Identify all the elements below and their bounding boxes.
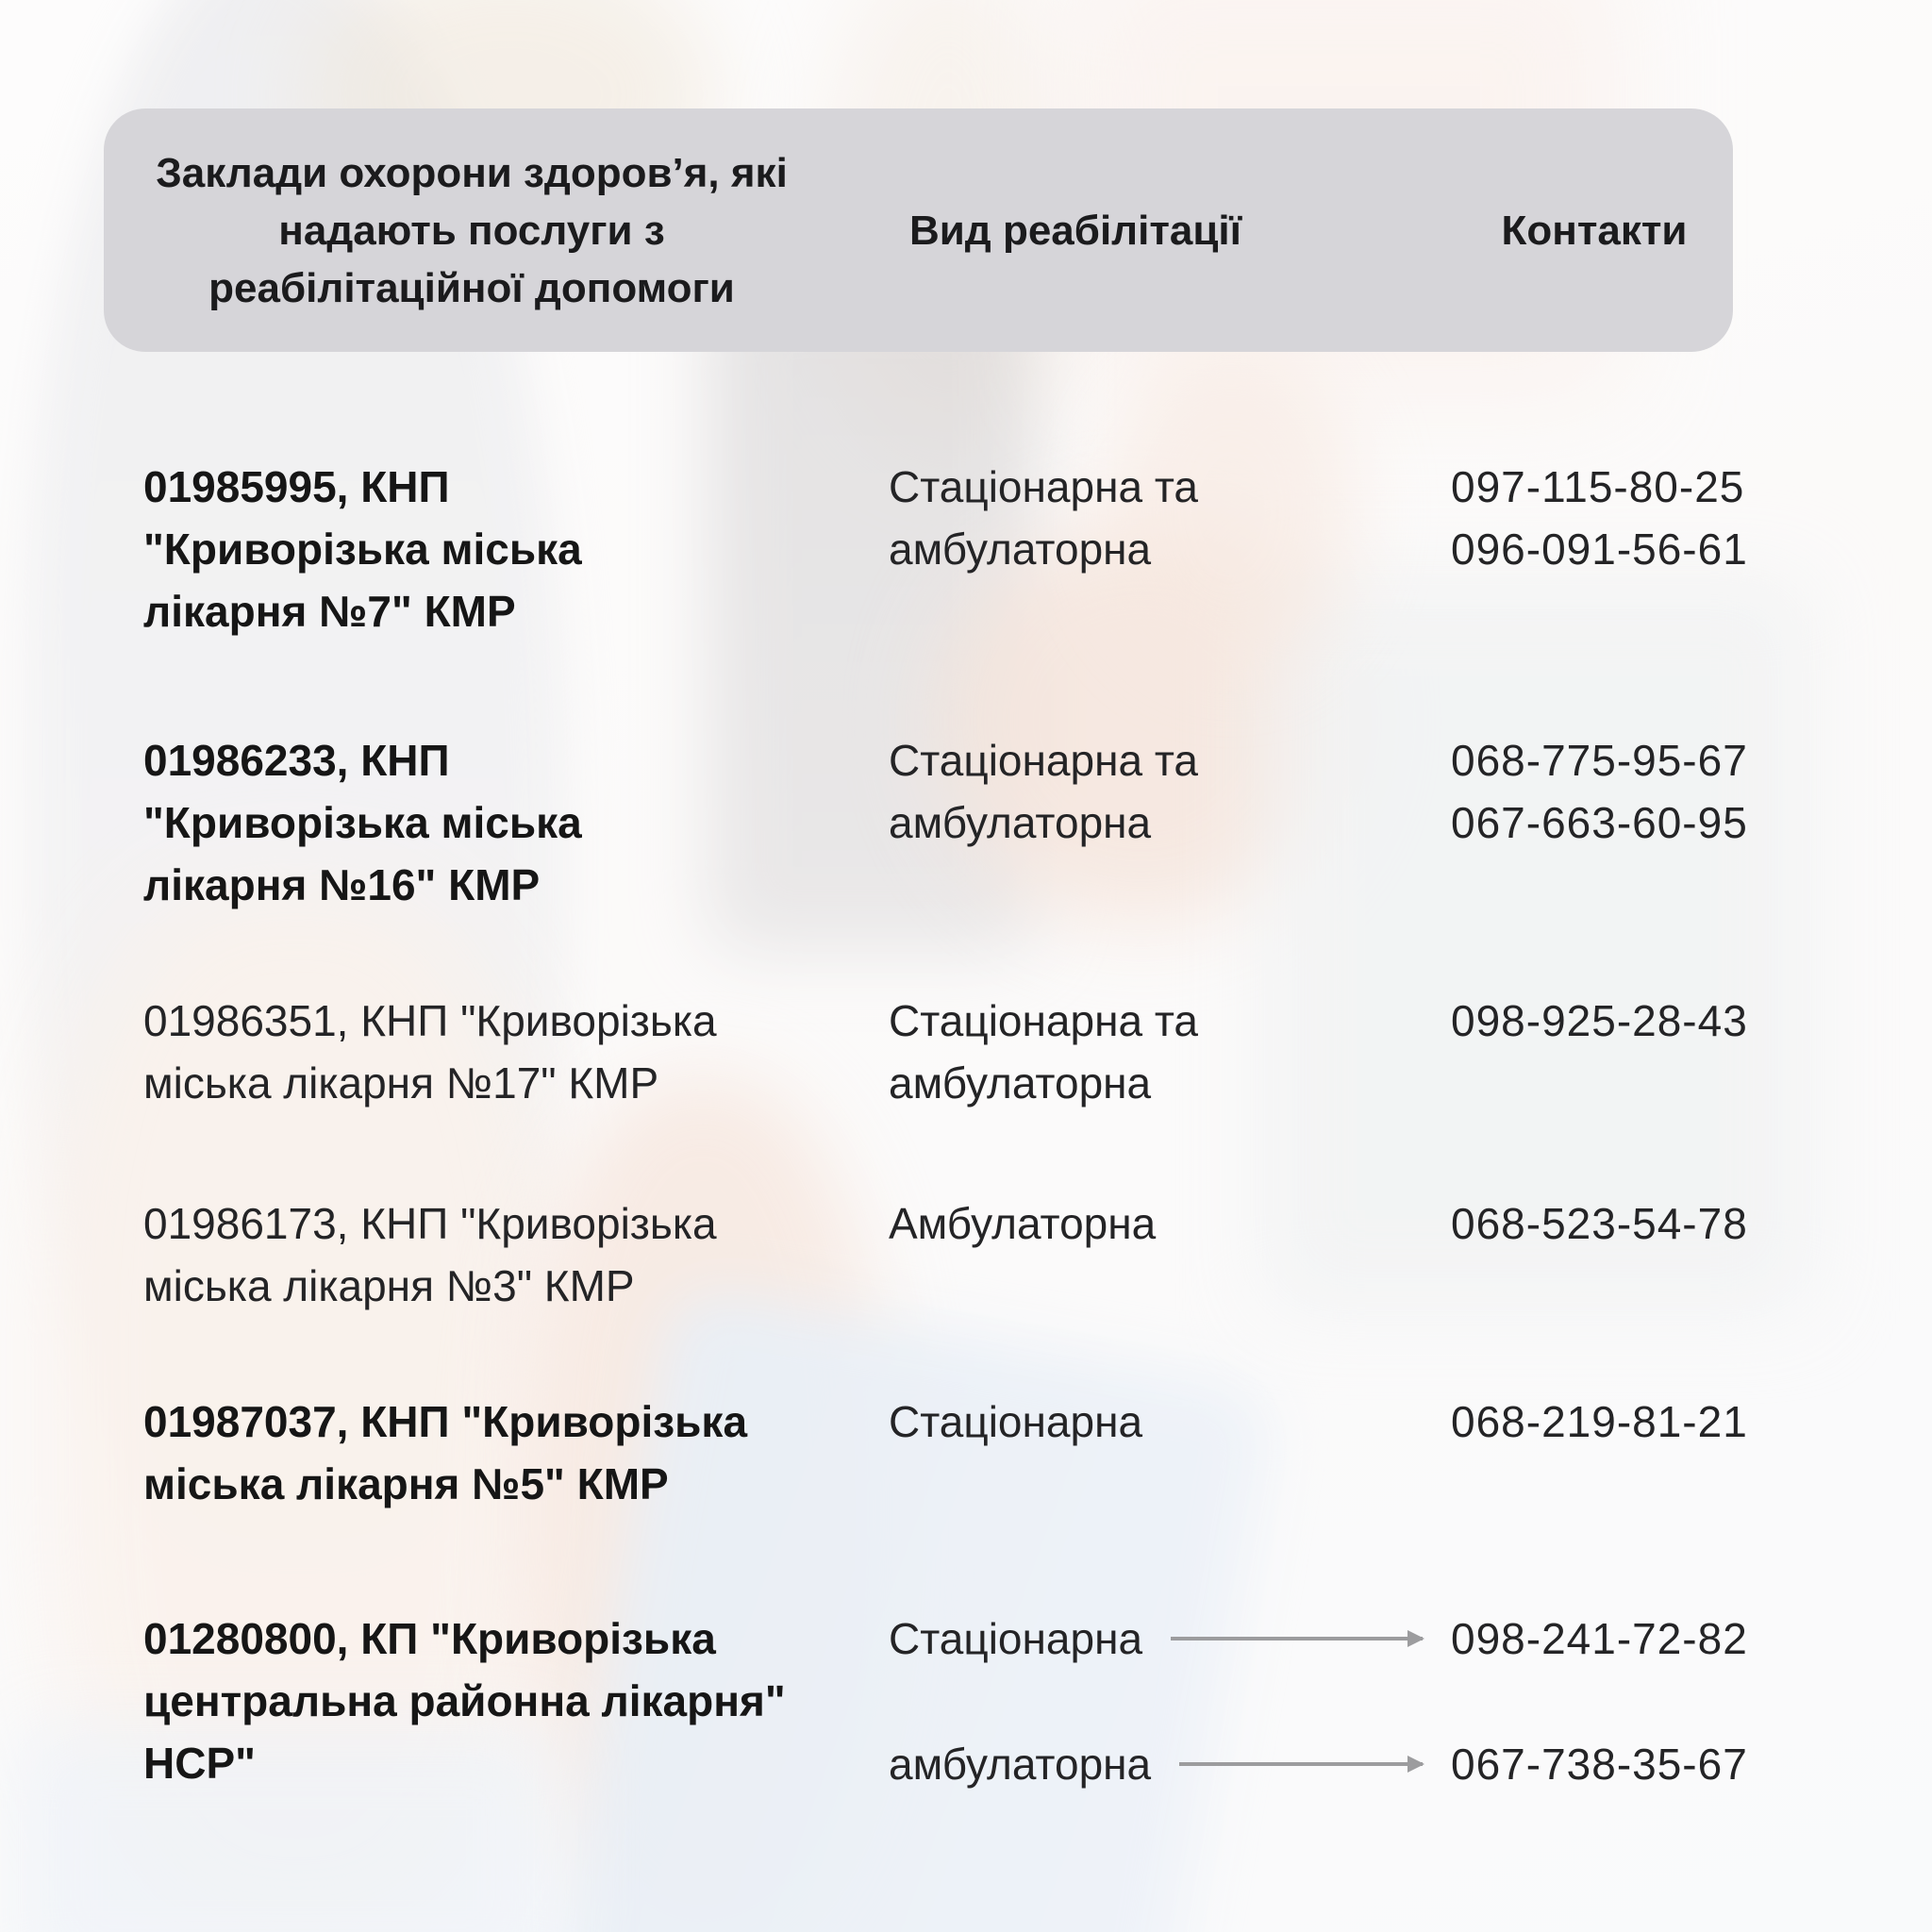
- rehab-type-cell: Стаціонарна та амбулаторна: [889, 996, 1198, 1108]
- photo-blue-bottom-left: [19, 1726, 557, 1932]
- table-row: 01986351, КНП "Криворізька міська лікарн…: [143, 990, 1789, 1114]
- contacts-cell: 068-775-95-67 067-663-60-95: [1451, 729, 1789, 916]
- contacts-cell: 097-115-80-25 096-091-56-61: [1451, 456, 1789, 642]
- photo-equipment-right: [1264, 575, 1811, 1311]
- type-contact-pair: Стаціонарна 098-241-72-82: [889, 1607, 1789, 1670]
- facility-cell: 01280800, КП "Криворізька центральна рай…: [143, 1614, 786, 1788]
- phone-number: 098-241-72-82: [1451, 1614, 1748, 1663]
- arrow-right-icon: [1179, 1762, 1423, 1766]
- rehab-type-cell: Стаціонарна та амбулаторна: [889, 736, 1198, 847]
- table-row: 01986233, КНП "Криворізька міська лікарн…: [143, 729, 1789, 916]
- contacts-cell: 098-925-28-43: [1451, 990, 1789, 1114]
- rehab-type-cell: амбулаторна: [889, 1740, 1152, 1789]
- table-row: 01987037, КНП "Криворізька міська лікарн…: [143, 1391, 1789, 1515]
- rehab-type-cell: Стаціонарна: [889, 1614, 1143, 1663]
- facility-cell: 01985995, КНП "Криворізька міська лікарн…: [143, 462, 582, 636]
- facility-cell: 01987037, КНП "Криворізька міська лікарн…: [143, 1397, 748, 1508]
- pair-left: амбулаторна: [889, 1733, 1451, 1795]
- rehab-type-cell: Стаціонарна та амбулаторна: [889, 462, 1198, 574]
- header-contacts-column: Контакти: [1501, 207, 1688, 254]
- table-row: 01986173, КНП "Криворізька міська лікарн…: [143, 1192, 1789, 1317]
- contacts-cell: 068-523-54-78: [1451, 1192, 1789, 1317]
- facility-cell: 01986173, КНП "Криворізька міська лікарн…: [143, 1199, 717, 1310]
- photo-hands: [1104, 349, 1358, 670]
- contacts-cell: 068-219-81-21: [1451, 1391, 1789, 1515]
- facility-cell: 01986351, КНП "Криворізька міська лікарн…: [143, 996, 717, 1108]
- table-row: 01985995, КНП "Криворізька міська лікарн…: [143, 456, 1789, 642]
- facility-cell: 01986233, КНП "Криворізька міська лікарн…: [143, 736, 582, 909]
- phone-number: 096-091-56-61: [1451, 525, 1748, 574]
- phone-number: 098-925-28-43: [1451, 996, 1748, 1045]
- rehab-type-cell: Амбулаторна: [889, 1199, 1157, 1248]
- pair-left: Стаціонарна: [889, 1607, 1451, 1670]
- phone-number: 067-738-35-67: [1451, 1740, 1748, 1789]
- phone-number: 068-775-95-67: [1451, 736, 1748, 785]
- arrow-right-icon: [1171, 1637, 1423, 1641]
- phone-number: 067-663-60-95: [1451, 798, 1748, 847]
- phone-number: 068-219-81-21: [1451, 1397, 1748, 1446]
- header-rehab-type-column: Вид реабілітації: [908, 207, 1242, 254]
- rehab-type-cell: Стаціонарна: [889, 1397, 1143, 1446]
- header-facility-column: Заклади охорони здоров’я, які надають по…: [156, 149, 788, 311]
- phone-number: 097-115-80-25: [1451, 462, 1745, 511]
- table-row: 01280800, КП "Криворізька центральна рай…: [143, 1607, 1789, 1795]
- phone-number: 068-523-54-78: [1451, 1199, 1748, 1248]
- type-contact-pair: амбулаторна 067-738-35-67: [889, 1733, 1789, 1795]
- type-contact-pairs: Стаціонарна 098-241-72-82 амбулаторна 06…: [889, 1607, 1789, 1795]
- table-header: Заклади охорони здоров’я, які надають по…: [104, 108, 1733, 352]
